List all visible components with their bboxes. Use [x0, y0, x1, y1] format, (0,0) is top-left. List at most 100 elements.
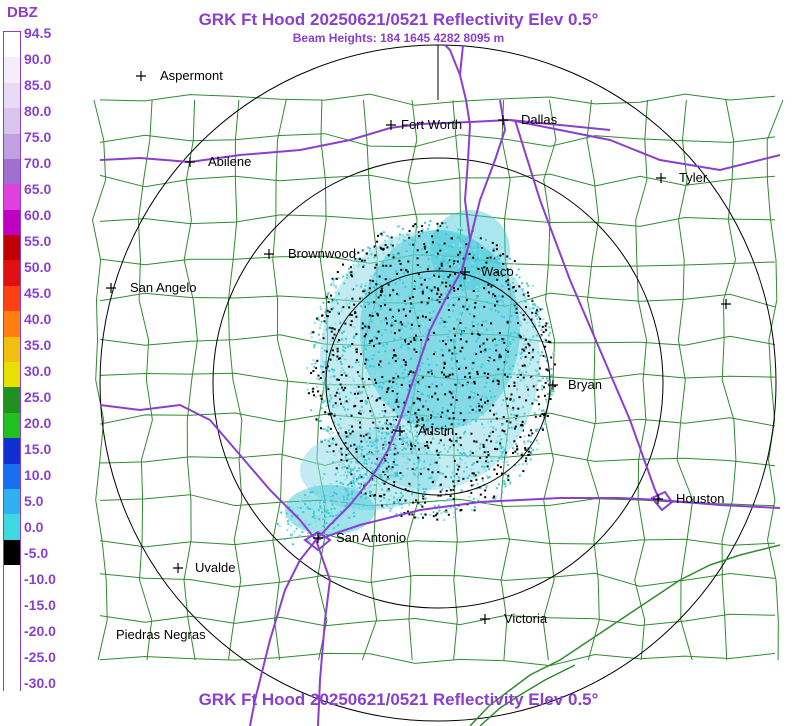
echo-pixel	[535, 334, 538, 337]
echo-pixel	[347, 492, 350, 495]
echo-pixel	[387, 468, 390, 471]
echo-pixel	[379, 500, 382, 502]
echo-pixel	[384, 255, 387, 258]
echo-pixel	[349, 462, 352, 464]
echo-pixel	[323, 473, 326, 476]
barrier-island	[479, 664, 576, 726]
echo-pixel	[353, 405, 356, 408]
echo-pixel	[443, 510, 446, 513]
echo-pixel	[441, 487, 444, 490]
echo-pixel	[527, 342, 530, 345]
echo-pixel	[418, 424, 421, 427]
echo-pixel	[491, 323, 494, 326]
echo-pixel	[518, 463, 521, 466]
echo-pixel	[400, 365, 403, 368]
echo-pixel	[484, 287, 487, 290]
echo-pixel	[474, 324, 477, 326]
echo-pixel	[502, 262, 505, 265]
echo-pixel	[392, 429, 395, 432]
echo-pixel	[364, 284, 367, 287]
echo-pixel	[326, 430, 329, 433]
echo-pixel	[484, 308, 487, 311]
echo-pixel	[350, 469, 353, 472]
echo-pixel	[411, 493, 413, 496]
echo-pixel	[371, 374, 374, 377]
echo-pixel	[479, 398, 482, 401]
echo-pixel	[456, 360, 458, 363]
echo-pixel	[408, 230, 411, 232]
echo-pixel	[433, 479, 436, 482]
echo-pixel	[356, 371, 359, 374]
echo-pixel	[489, 431, 492, 434]
echo-pixel	[323, 512, 326, 515]
echo-pixel	[507, 285, 510, 288]
echo-pixel	[391, 456, 394, 459]
echo-pixel	[405, 436, 408, 439]
echo-pixel	[360, 282, 363, 285]
echo-pixel	[446, 409, 449, 412]
echo-pixel	[425, 251, 428, 254]
echo-pixel	[481, 296, 484, 299]
echo-pixel	[472, 325, 475, 328]
echo-pixel	[468, 419, 470, 422]
county-line	[586, 99, 601, 661]
legend-color-swatch	[4, 615, 20, 642]
echo-pixel	[418, 472, 421, 475]
echo-pixel	[497, 339, 500, 342]
echo-pixel	[403, 328, 406, 331]
echo-pixel	[427, 265, 430, 268]
echo-pixel	[488, 383, 491, 386]
echo-pixel	[312, 359, 315, 362]
echo-pixel	[407, 461, 409, 464]
echo-pixel	[414, 223, 417, 226]
echo-pixel	[316, 317, 319, 320]
legend-value-label: 60.0	[24, 207, 52, 223]
echo-pixel	[378, 363, 380, 366]
echo-pixel	[360, 340, 363, 343]
echo-pixel	[417, 461, 420, 464]
echo-pixel	[391, 246, 394, 249]
echo-pixel	[370, 445, 373, 448]
echo-pixel	[446, 465, 449, 468]
echo-pixel	[457, 423, 460, 425]
echo-pixel	[498, 380, 500, 383]
echo-pixel	[344, 497, 347, 500]
echo-pixel	[361, 327, 364, 330]
echo-pixel	[402, 341, 405, 344]
echo-pixel	[440, 264, 443, 267]
echo-pixel	[415, 334, 417, 337]
echo-pixel	[420, 328, 423, 331]
echo-pixel	[414, 445, 417, 448]
echo-pixel	[416, 438, 419, 441]
echo-pixel	[401, 465, 404, 468]
echo-pixel	[487, 390, 490, 393]
echo-pixel	[542, 415, 545, 418]
echo-pixel	[523, 296, 526, 299]
echo-pixel	[453, 339, 456, 342]
echo-pixel	[385, 391, 388, 394]
echo-pixel	[436, 222, 439, 225]
echo-pixel	[432, 515, 435, 518]
echo-pixel	[384, 411, 387, 414]
echo-pixel	[439, 494, 442, 497]
echo-pixel	[350, 274, 353, 276]
echo-pixel	[516, 388, 519, 391]
echo-pixel	[545, 398, 548, 401]
echo-pixel	[365, 366, 368, 369]
echo-pixel	[519, 379, 522, 382]
echo-pixel	[481, 477, 484, 480]
echo-pixel	[327, 292, 330, 295]
echo-pixel	[456, 436, 459, 439]
legend-color-swatch	[4, 412, 20, 439]
echo-pixel	[469, 499, 472, 502]
echo-pixel	[311, 491, 314, 493]
echo-pixel	[322, 525, 325, 527]
echo-pixel	[308, 494, 311, 497]
echo-pixel	[458, 244, 461, 247]
echo-pixel	[495, 487, 498, 490]
echo-pixel	[446, 344, 449, 347]
echo-pixel	[416, 397, 419, 400]
echo-pixel	[532, 325, 535, 328]
echo-pixel	[546, 369, 549, 372]
echo-pixel	[349, 258, 352, 261]
